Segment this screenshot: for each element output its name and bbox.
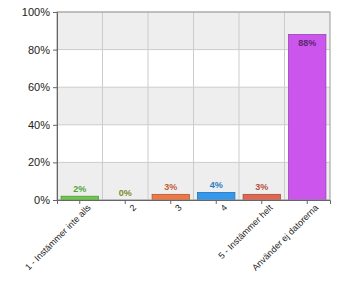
- plot: 0%20%40%60%80%100%1 - Instämmer inte all…: [22, 6, 331, 273]
- x-tick-label: 3: [173, 203, 184, 214]
- data-label: 88%: [298, 38, 316, 48]
- data-labels: 2% 0% 3% 4% 3% 88%: [73, 38, 316, 198]
- bar: [198, 192, 235, 200]
- x-tick-label: 4: [219, 203, 230, 214]
- x-tick-mark: [307, 200, 308, 204]
- x-tick-label: 2: [128, 203, 139, 214]
- x-tick-label: 1 - Instämmer inte alls: [23, 202, 93, 272]
- category-divider: [239, 12, 240, 200]
- x-tick: 1 - Instämmer inte alls: [23, 200, 93, 272]
- category-divider: [102, 12, 103, 200]
- bar: [61, 196, 98, 200]
- y-axis-line: [53, 13, 58, 201]
- x-tick-mark: [125, 200, 126, 204]
- data-label: 2%: [73, 184, 86, 194]
- category-divider: [193, 12, 194, 200]
- y-tick-mark: [53, 162, 57, 163]
- y-tick-label: 60%: [28, 81, 50, 93]
- bar: [289, 35, 326, 200]
- x-axis-line: [58, 201, 331, 205]
- y-tick-mark: [53, 87, 57, 88]
- data-label: 3%: [164, 182, 177, 192]
- y-tick: 40%: [28, 119, 57, 131]
- x-axis: 1 - Instämmer inte alls2345 - Instämmer …: [23, 200, 330, 273]
- y-tick-mark: [53, 200, 57, 201]
- y-tick-mark: [53, 50, 57, 51]
- category-divider: [284, 12, 285, 200]
- y-tick-label: 100%: [22, 6, 50, 18]
- y-tick-label: 20%: [28, 156, 50, 168]
- y-tick-mark: [53, 125, 57, 126]
- bar: [152, 194, 189, 200]
- x-tick: 2: [125, 200, 138, 213]
- y-axis: 0% 20% 40% 60% 80% 100%: [22, 6, 58, 206]
- x-tick-mark: [170, 200, 171, 204]
- y-tick: 0%: [34, 194, 57, 206]
- x-tick: Använder ej datorerna: [250, 200, 320, 273]
- x-tick-mark: [216, 200, 217, 204]
- data-label: 3%: [255, 182, 268, 192]
- y-tick-mark: [53, 12, 57, 13]
- x-tick: 4: [216, 200, 229, 213]
- x-tick-label: Använder ej datorerna: [250, 203, 320, 273]
- y-tick-label: 40%: [28, 119, 50, 131]
- plot-background: [57, 12, 330, 200]
- bars: [61, 35, 326, 200]
- y-tick-label: 0%: [34, 194, 50, 206]
- x-tick-mark: [79, 200, 80, 204]
- plot-frame: [57, 12, 330, 200]
- x-tick: 3: [171, 200, 184, 213]
- bar: [243, 194, 280, 200]
- category-divider: [148, 12, 149, 200]
- chart: 0%20%40%60%80%100%1 - Instämmer inte all…: [0, 0, 350, 300]
- data-label: 4%: [210, 180, 223, 190]
- y-tick: 60%: [28, 81, 57, 93]
- x-tick-mark: [261, 200, 262, 204]
- y-tick-label: 80%: [28, 44, 50, 56]
- y-tick: 100%: [22, 6, 57, 18]
- data-label: 0%: [119, 188, 132, 198]
- y-tick: 20%: [28, 156, 57, 168]
- y-tick: 80%: [28, 44, 57, 56]
